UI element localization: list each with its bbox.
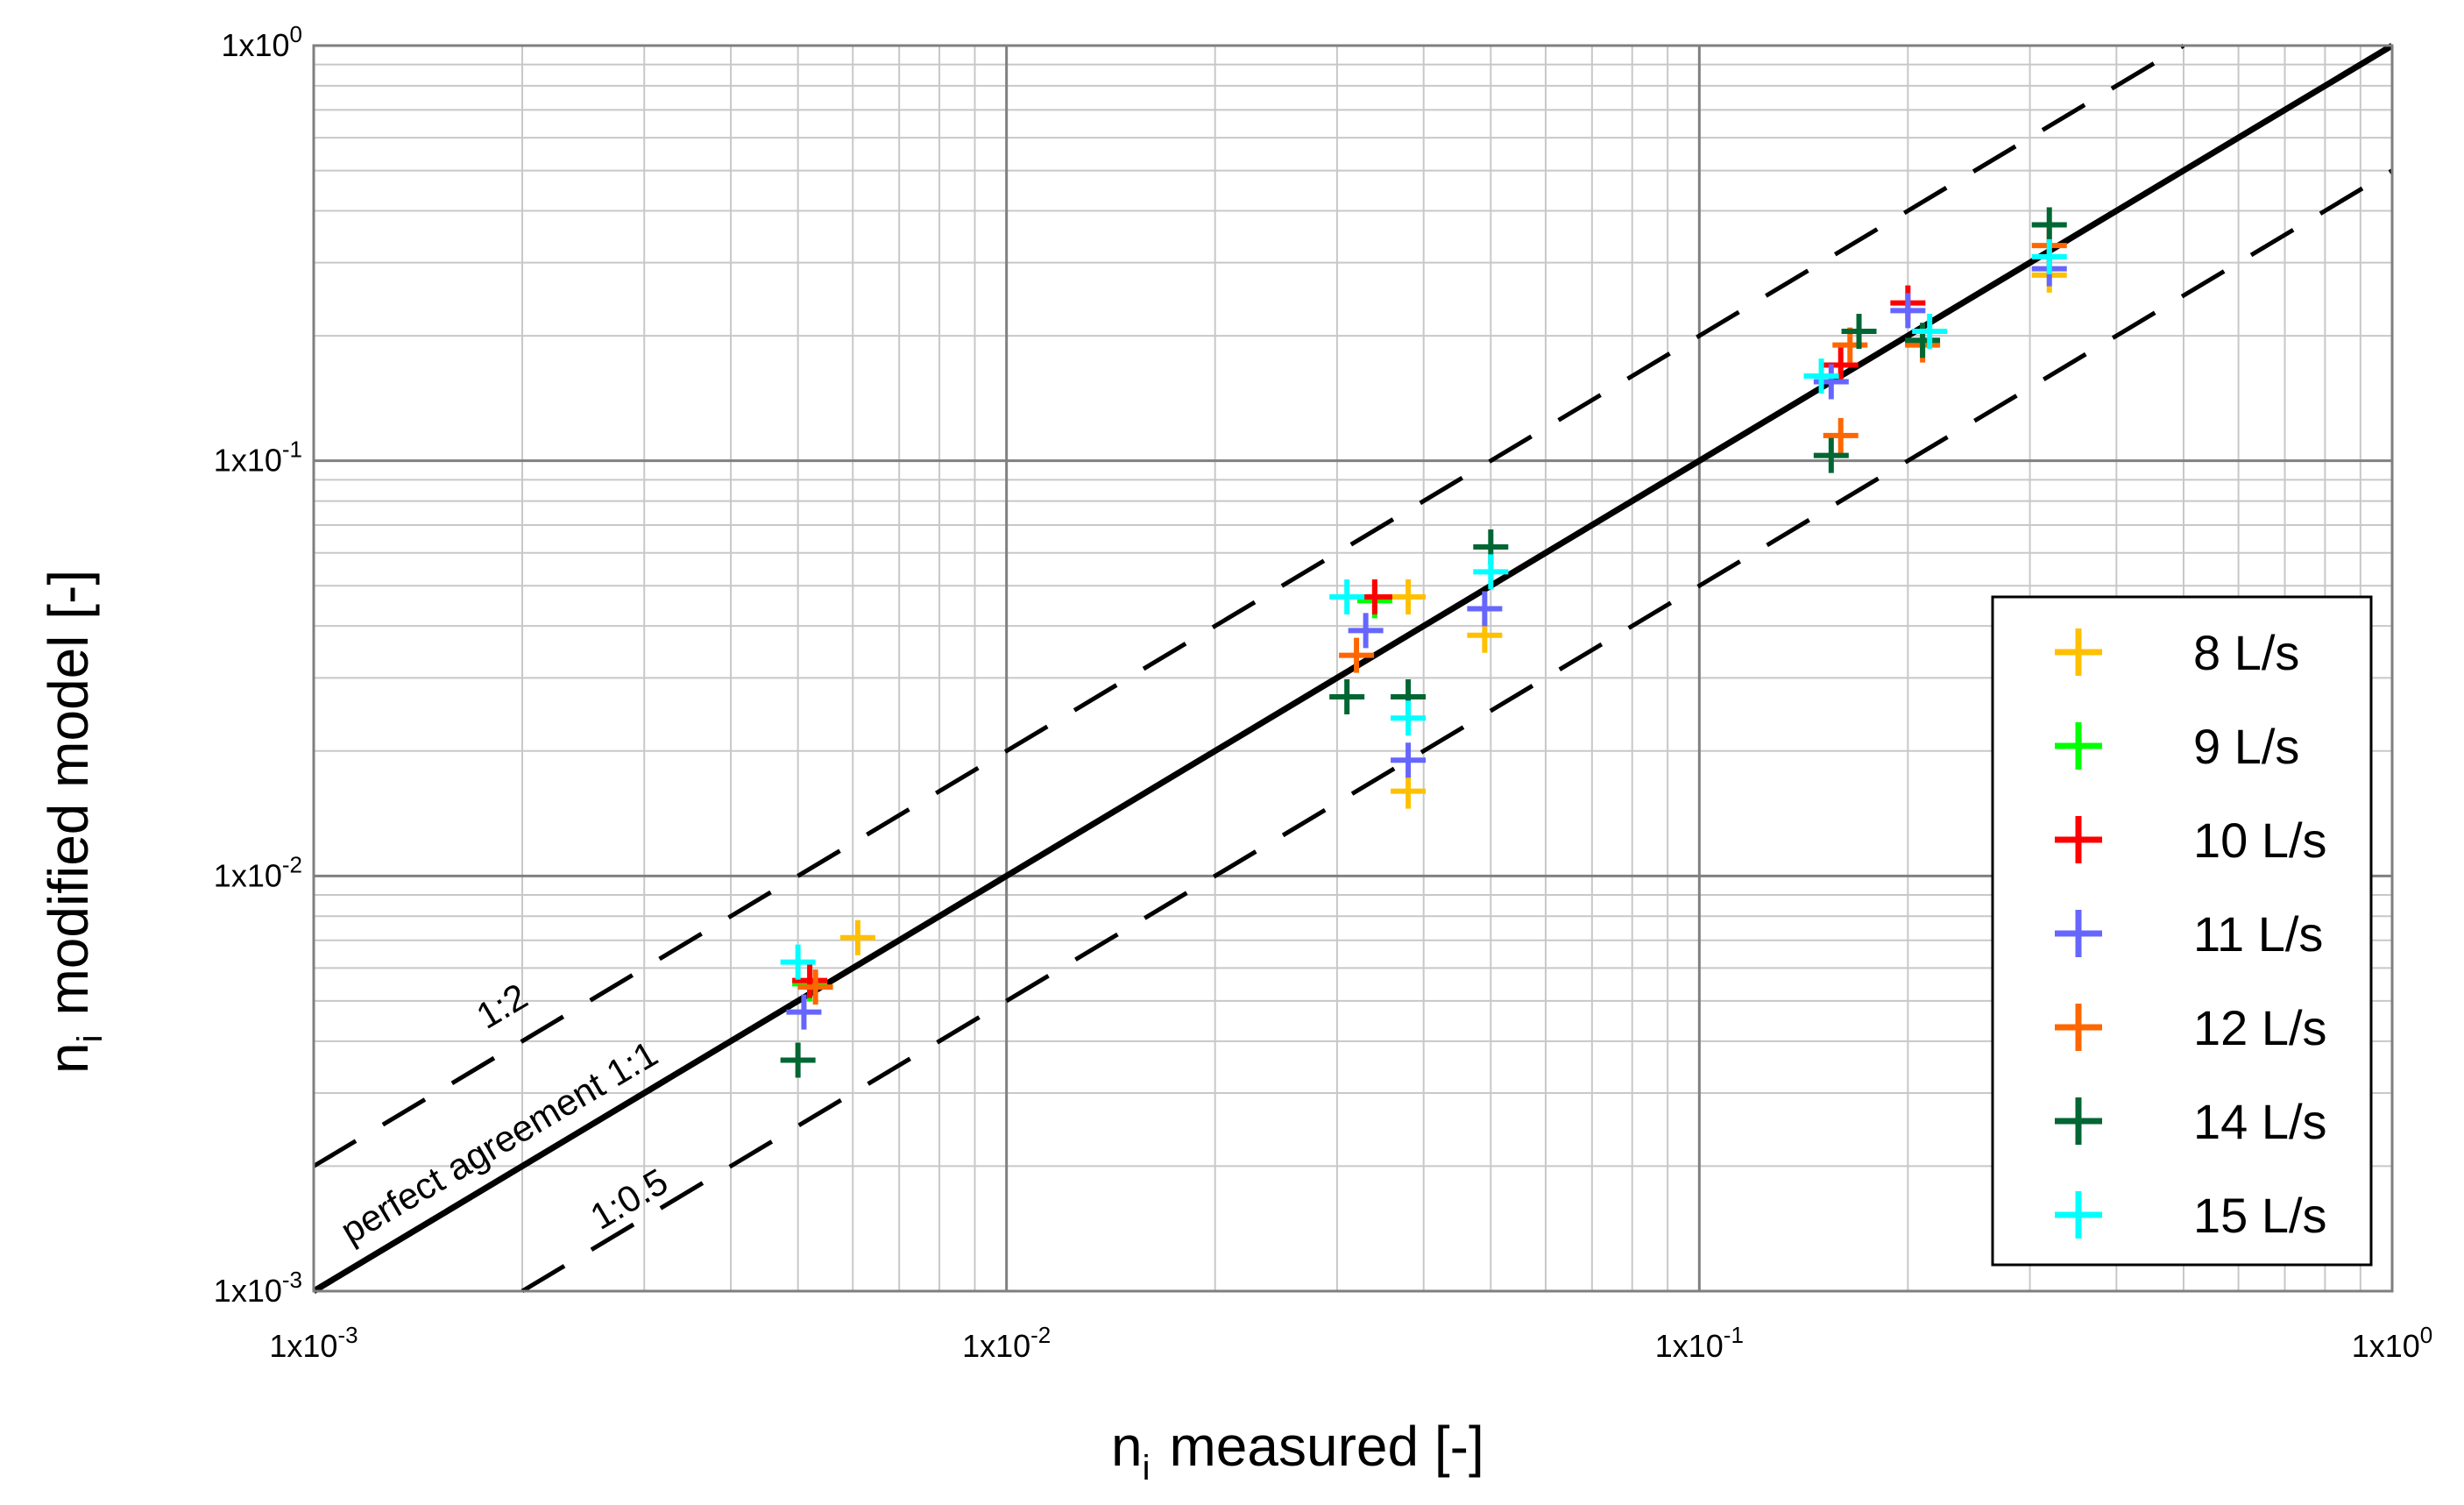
data-point [1348,613,1384,649]
data-point [792,962,828,998]
data-point [1391,579,1427,614]
x-tick-label: 1x100 [2352,1322,2433,1364]
legend-label: 15 L/s [2193,1188,2327,1243]
data-point [2031,207,2067,243]
data-point [1912,313,1948,349]
legend-marker [2055,722,2102,770]
data-point [1813,437,1849,473]
legend-label: 9 L/s [2193,719,2299,774]
legend-item: 11 L/s [2055,906,2323,962]
data-point [797,969,833,1005]
legend-marker [2055,1191,2102,1239]
data-point [1391,773,1427,809]
reference-lines [312,42,2394,1295]
legend-label: 10 L/s [2193,813,2327,868]
y-tick-label: 1x10-3 [214,1267,302,1309]
data-point [1467,591,1503,627]
legend-marker [2055,628,2102,676]
legend-item: 9 L/s [2055,719,2299,774]
legend-label: 11 L/s [2193,906,2323,962]
data-point [1329,679,1365,715]
data-point [2031,238,2067,274]
y-tick-label: 1x10-2 [214,851,302,893]
data-point [1823,417,1859,453]
data-point [1890,293,1926,329]
data-point [1841,313,1877,349]
data-point [780,944,816,980]
x-axis-title: ni measured [-] [1111,1415,1484,1487]
y-axis-ticks: 1x10-3 1x10-2 1x10-1 1x100 [214,21,302,1309]
legend-item: 12 L/s [2055,1000,2327,1055]
x-tick-label: 1x10-1 [1655,1322,1744,1364]
y-axis-title: nimodified model [-] [37,570,110,1074]
legend-marker [2055,816,2102,863]
legend-item: 10 L/s [2055,813,2327,868]
plot-frame [312,44,2394,1293]
legend-item: 14 L/s [2055,1094,2327,1149]
x-axis-ticks: 1x10-3 1x10-2 1x10-1 1x100 [269,1322,2432,1364]
reference-line-2 [520,168,2394,1294]
data-point [1473,554,1509,590]
legend-marker [2055,910,2102,957]
legend-box [1991,595,2373,1267]
legend-item: 8 L/s [2055,625,2299,680]
legend-item: 15 L/s [2055,1188,2327,1243]
data-point [1391,742,1427,778]
y-tick-label: 1x100 [221,21,302,63]
legend-label: 8 L/s [2193,625,2299,680]
data-point [839,919,875,955]
data-point [1803,358,1839,394]
x-tick-label: 1x10-2 [962,1322,1051,1364]
data-point [786,994,822,1030]
legend-marker [2055,1004,2102,1051]
legend-label: 12 L/s [2193,1000,2327,1055]
data-points [780,207,2067,1078]
data-point [780,1042,816,1078]
data-point [1391,700,1427,736]
x-tick-label: 1x10-3 [269,1322,358,1364]
data-point [1329,579,1365,614]
legend-marker [2055,1097,2102,1145]
reference-line-1 [312,43,2185,1168]
y-tick-label: 1x10-1 [214,437,302,479]
legend: 8 L/s 9 L/s 10 L/s 11 L/s 12 L/s 14 L/s 15 L/s [1991,595,2373,1267]
reference-line-0 [312,42,2394,1295]
data-point [1339,637,1375,673]
legend-label: 14 L/s [2193,1094,2327,1149]
data-point [1905,323,1941,359]
